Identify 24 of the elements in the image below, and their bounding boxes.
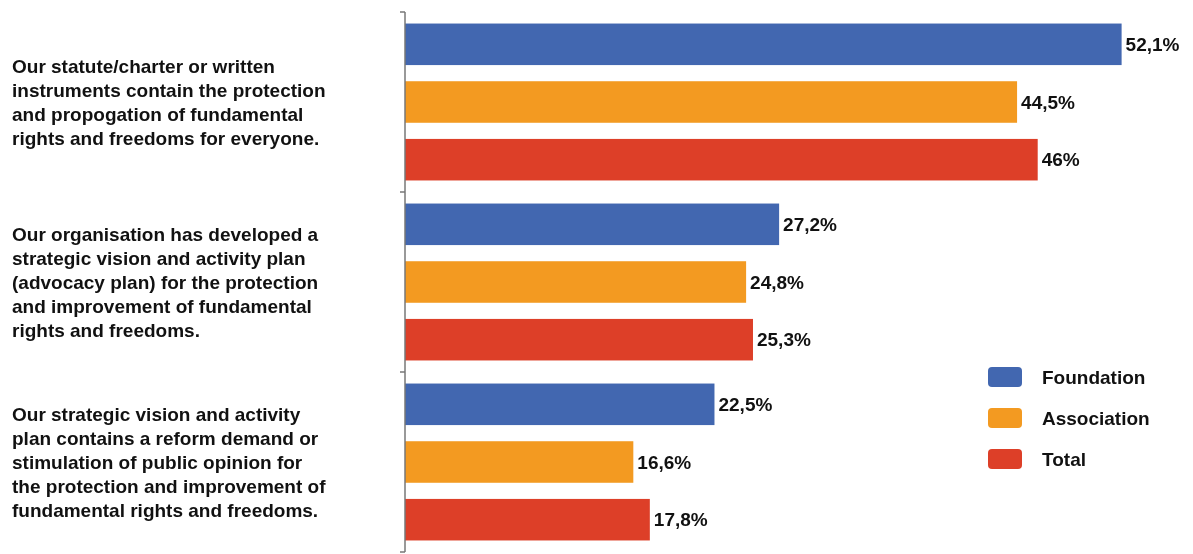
data-label: 22,5% <box>718 393 773 415</box>
bar <box>405 383 715 426</box>
legend-label: Association <box>1042 407 1150 429</box>
data-label: 17,8% <box>653 509 708 531</box>
legend-label: Total <box>1042 448 1086 470</box>
bar <box>405 261 747 303</box>
bar <box>405 498 650 541</box>
data-label: 25,3% <box>756 329 811 351</box>
legend-label: Foundation <box>1042 366 1146 388</box>
bar <box>405 441 634 483</box>
bar <box>405 23 1122 66</box>
data-label: 16,6% <box>637 451 692 473</box>
data-label: 24,8% <box>750 271 805 293</box>
bar <box>405 318 753 361</box>
data-label: 52,1% <box>1125 33 1180 55</box>
y-tick-label: Our statute/charter or written instruments contain the protection and propogation of fundamental rights and freedoms for everyone. <box>12 55 326 149</box>
y-tick-label: Our strategic vision and activity plan contains a reform demand or stimulation of public opinion for the protection and improvement of fundamental rights and freedoms. <box>12 403 327 521</box>
bar <box>405 203 780 246</box>
bar <box>405 138 1038 181</box>
data-label: 44,5% <box>1021 91 1076 113</box>
bar <box>405 81 1018 123</box>
data-label: 46% <box>1041 149 1080 171</box>
y-tick-label: Our organisation has developed a strategic vision and activity plan (advocacy plan) for the protection and improvement of fundamental rights and freedoms. <box>12 223 319 341</box>
data-label: 27,2% <box>783 213 838 235</box>
